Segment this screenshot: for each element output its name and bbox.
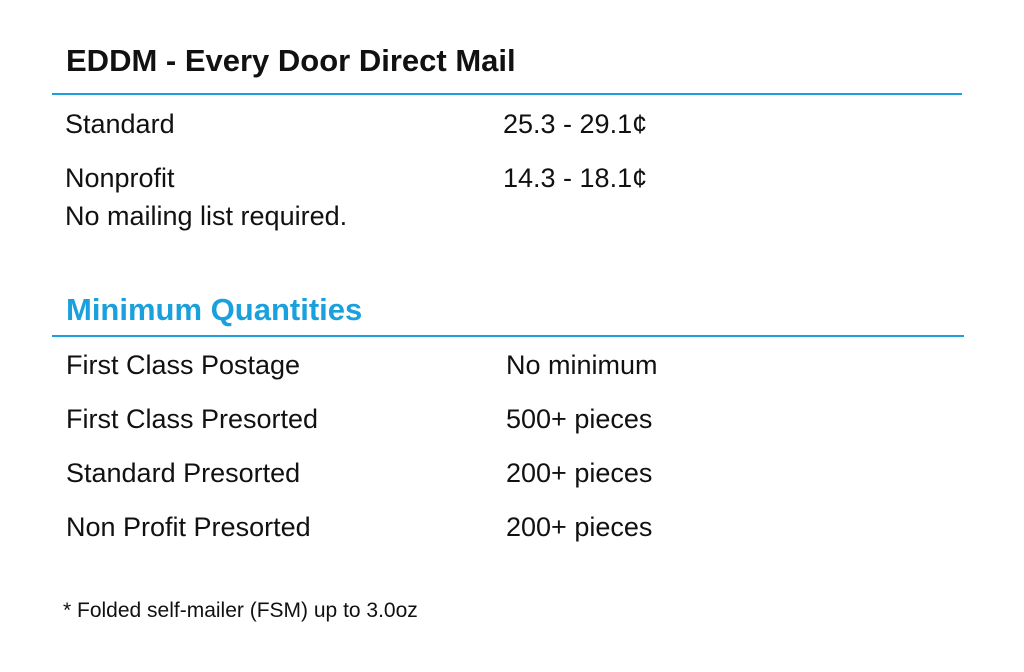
minimum-quantities-title: Minimum Quantities [66,292,363,327]
footnote: * Folded self-mailer (FSM) up to 3.0oz [63,599,418,622]
minimum-row-label: Standard Presorted [66,458,301,488]
eddm-row-value-nonprofit: 14.3 - 18.1¢ [503,163,648,193]
minimum-row-value: 200+ pieces [506,458,653,488]
eddm-row-label-nonprofit: Nonprofit [65,163,175,193]
eddm-row-label-standard: Standard [65,109,175,139]
minimum-row-label: First Class Postage [66,350,301,380]
eddm-title: EDDM - Every Door Direct Mail [66,43,516,78]
minimum-row-label: First Class Presorted [66,404,319,434]
minimum-quantities-divider [52,335,964,337]
eddm-row-value-standard: 25.3 - 29.1¢ [503,109,648,139]
minimum-row-value: No minimum [506,350,658,380]
eddm-divider [52,93,962,95]
minimum-row-value: 200+ pieces [506,512,653,542]
minimum-row-label: Non Profit Presorted [66,512,311,542]
eddm-note: No mailing list required. [65,201,348,231]
minimum-row-value: 500+ pieces [506,404,653,434]
